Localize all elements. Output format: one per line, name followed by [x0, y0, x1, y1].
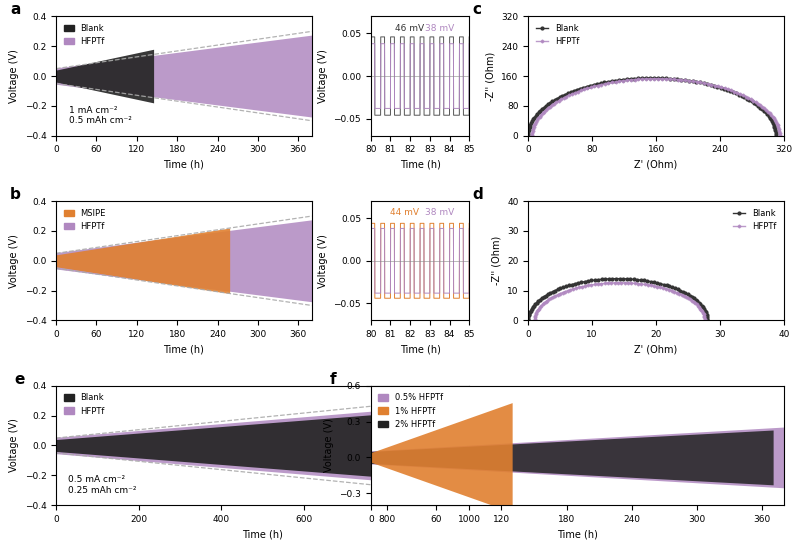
Text: 1 mA cm⁻²
0.5 mAh cm⁻²: 1 mA cm⁻² 0.5 mAh cm⁻²: [69, 106, 132, 125]
Blank: [614, 276, 624, 282]
X-axis label: Z' (Ohm): Z' (Ohm): [634, 160, 678, 170]
Text: 46 mV: 46 mV: [395, 24, 425, 33]
Blank: [650, 75, 659, 81]
Blank: [629, 276, 638, 283]
HFPTf: [583, 282, 593, 289]
Blank: [570, 281, 580, 287]
X-axis label: Time (h): Time (h): [557, 529, 598, 539]
Blank: [638, 75, 647, 81]
Blank: [526, 120, 536, 126]
Legend: 0.5% HFPTf, 1% HFPTf, 2% HFPTf: 0.5% HFPTf, 1% HFPTf, 2% HFPTf: [375, 390, 446, 432]
Text: c: c: [472, 2, 481, 17]
X-axis label: Time (h): Time (h): [242, 529, 283, 539]
HFPTf: [586, 282, 596, 288]
HFPTf: [534, 305, 544, 312]
X-axis label: Time (h): Time (h): [163, 345, 204, 355]
Blank: [606, 78, 616, 85]
Text: a: a: [10, 2, 20, 17]
Legend: MSIPE, HFPTf: MSIPE, HFPTf: [60, 205, 109, 234]
Line: Blank: Blank: [527, 76, 778, 137]
HFPTf: [530, 120, 540, 127]
HFPTf: [527, 133, 537, 139]
Text: 38 mV: 38 mV: [425, 24, 454, 33]
Blank: [525, 125, 534, 132]
Line: HFPTf: HFPTf: [531, 77, 781, 137]
Blank: [580, 278, 590, 285]
HFPTf: [610, 79, 620, 85]
Text: 0.5 mA cm⁻²
0.25 mAh cm⁻²: 0.5 mA cm⁻² 0.25 mAh cm⁻²: [68, 475, 137, 495]
Y-axis label: Voltage (V): Voltage (V): [318, 49, 328, 103]
X-axis label: Z' (Ohm): Z' (Ohm): [634, 345, 678, 355]
HFPTf: [754, 100, 763, 107]
Text: b: b: [10, 187, 21, 202]
Blank: [583, 278, 593, 284]
Text: 44 mV: 44 mV: [390, 209, 419, 217]
Blank: [523, 317, 533, 324]
Blank: [702, 317, 712, 324]
HFPTf: [700, 317, 710, 324]
HFPTf: [654, 75, 663, 82]
HFPTf: [744, 94, 754, 101]
HFPTf: [574, 284, 584, 290]
HFPTf: [566, 287, 575, 293]
Y-axis label: Voltage (V): Voltage (V): [9, 234, 19, 288]
Blank: [528, 304, 538, 311]
HFPTf: [630, 280, 639, 287]
Blank: [771, 132, 781, 139]
HFPTf: [529, 126, 538, 132]
X-axis label: Time (h): Time (h): [399, 345, 441, 355]
X-axis label: Time (h): Time (h): [399, 160, 441, 170]
Blank: [740, 94, 750, 100]
Y-axis label: -Z'' (Ohm): -Z'' (Ohm): [486, 52, 496, 100]
Line: Blank: Blank: [527, 277, 709, 322]
Y-axis label: Voltage (V): Voltage (V): [9, 418, 19, 473]
Y-axis label: Voltage (V): Voltage (V): [9, 49, 19, 103]
Legend: Blank, HFPTf: Blank, HFPTf: [60, 390, 108, 419]
HFPTf: [775, 133, 785, 139]
Text: d: d: [472, 187, 482, 202]
Blank: [561, 283, 570, 290]
Text: 38 mV: 38 mV: [425, 209, 454, 217]
Blank: [523, 132, 533, 139]
Legend: Blank, HFPTf: Blank, HFPTf: [60, 21, 108, 49]
Text: e: e: [14, 372, 25, 386]
Text: f: f: [330, 372, 336, 386]
Legend: Blank, HFPTf: Blank, HFPTf: [532, 21, 582, 49]
Y-axis label: Voltage (V): Voltage (V): [324, 418, 334, 473]
X-axis label: Time (h): Time (h): [163, 160, 204, 170]
Line: HFPTf: HFPTf: [534, 282, 706, 321]
Legend: Blank, HFPTf: Blank, HFPTf: [730, 205, 780, 234]
Y-axis label: -Z'' (Ohm): -Z'' (Ohm): [491, 236, 502, 285]
HFPTf: [642, 76, 651, 82]
HFPTf: [617, 279, 626, 286]
Y-axis label: Voltage (V): Voltage (V): [318, 234, 328, 288]
HFPTf: [530, 317, 539, 324]
Blank: [750, 99, 759, 106]
